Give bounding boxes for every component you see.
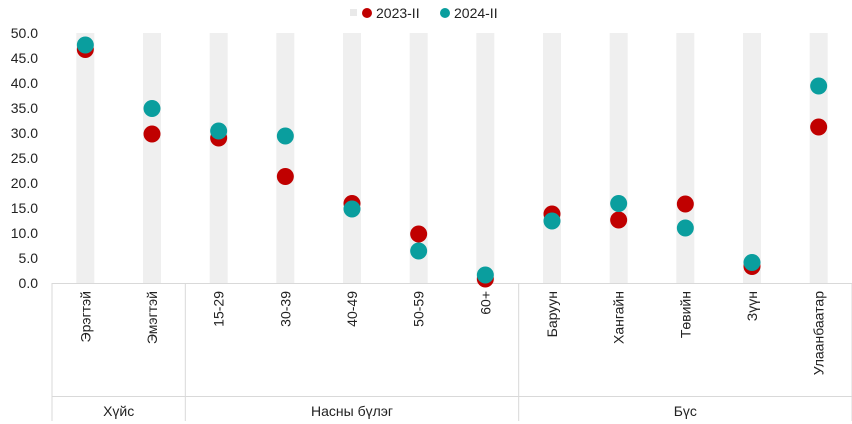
data-point-2024-II (343, 200, 361, 218)
data-point-2023-II (143, 125, 161, 143)
category-bands (76, 33, 828, 283)
x-tick-label: 60+ (477, 291, 493, 315)
y-tick-label: 30.0 (11, 125, 38, 141)
category-band (476, 33, 495, 283)
category-band (743, 33, 761, 283)
data-point-2023-II (610, 211, 628, 229)
y-tick-label: 25.0 (11, 150, 38, 166)
legend-label-2024: 2024-II (454, 5, 498, 21)
data-point-2024-II (276, 127, 294, 145)
x-tick-label: Баруун (544, 291, 560, 337)
category-band (676, 33, 695, 283)
data-point-2024-II (676, 219, 694, 237)
x-tick-label: Эмэгтэй (144, 291, 160, 344)
legend-marker-2024 (440, 8, 450, 18)
data-point-2024-II (810, 77, 828, 95)
group-label: Бүс (674, 403, 697, 419)
group-label: Насны бүлэг (311, 403, 393, 419)
category-band (276, 33, 295, 283)
data-point-2023-II (810, 118, 828, 136)
y-tick-label: 15.0 (11, 200, 38, 216)
y-tick-label: 35.0 (11, 100, 38, 116)
x-tick-label: 50-59 (411, 291, 427, 327)
data-point-2024-II (143, 100, 161, 117)
legend-marker-2023 (362, 8, 372, 18)
data-point-2024-II (476, 266, 494, 284)
category-band (543, 33, 561, 283)
x-tick-label: Хангайн (611, 291, 627, 344)
category-band (809, 33, 828, 283)
data-point-2024-II (743, 254, 761, 271)
x-tick-label: 40-49 (344, 291, 360, 327)
category-band (209, 33, 228, 283)
y-tick-label: 45.0 (11, 50, 38, 66)
category-band (409, 33, 428, 283)
y-tick-label: 20.0 (11, 175, 38, 191)
data-point-2023-II (410, 225, 428, 243)
x-tick-label: Улаанбаатар (811, 291, 827, 375)
group-label: Хүйс (103, 403, 134, 419)
legend-blank-marker (350, 9, 357, 16)
x-tick-label: 15-29 (211, 291, 227, 327)
data-point-2024-II (610, 195, 628, 212)
y-tick-label: 0.0 (19, 275, 39, 291)
data-points (76, 36, 828, 288)
legend-label-2023: 2023-II (376, 5, 420, 21)
data-point-2023-II (676, 195, 694, 213)
y-axis: 50.0 45.0 40.0 35.0 30.0 25.0 20.0 15.0 10.0 5.0 0… (11, 25, 38, 291)
category-band (609, 33, 628, 283)
data-point-2024-II (210, 122, 228, 140)
x-tick-label: 30-39 (277, 291, 293, 327)
legend: 2023-II 2024-II (350, 5, 498, 21)
category-band (343, 33, 361, 283)
x-axis: Эрэгтэй Эмэгтэй 15-29 30-39 40-49 50-59 60+ Бар… (51, 283, 852, 421)
y-tick-label: 40.0 (11, 75, 38, 91)
data-point-2024-II (543, 212, 561, 230)
y-tick-label: 10.0 (11, 225, 38, 241)
y-tick-label: 5.0 (19, 250, 39, 266)
category-band (76, 33, 95, 283)
x-tick-label: Төвийн (677, 291, 693, 338)
x-tick-label: Эрэгтэй (77, 291, 93, 342)
category-band (143, 33, 161, 283)
data-point-2023-II (276, 168, 294, 185)
y-tick-label: 50.0 (11, 25, 38, 41)
data-point-2024-II (76, 36, 94, 54)
x-tick-label: Зүүн (744, 291, 760, 321)
data-point-2024-II (410, 242, 428, 260)
